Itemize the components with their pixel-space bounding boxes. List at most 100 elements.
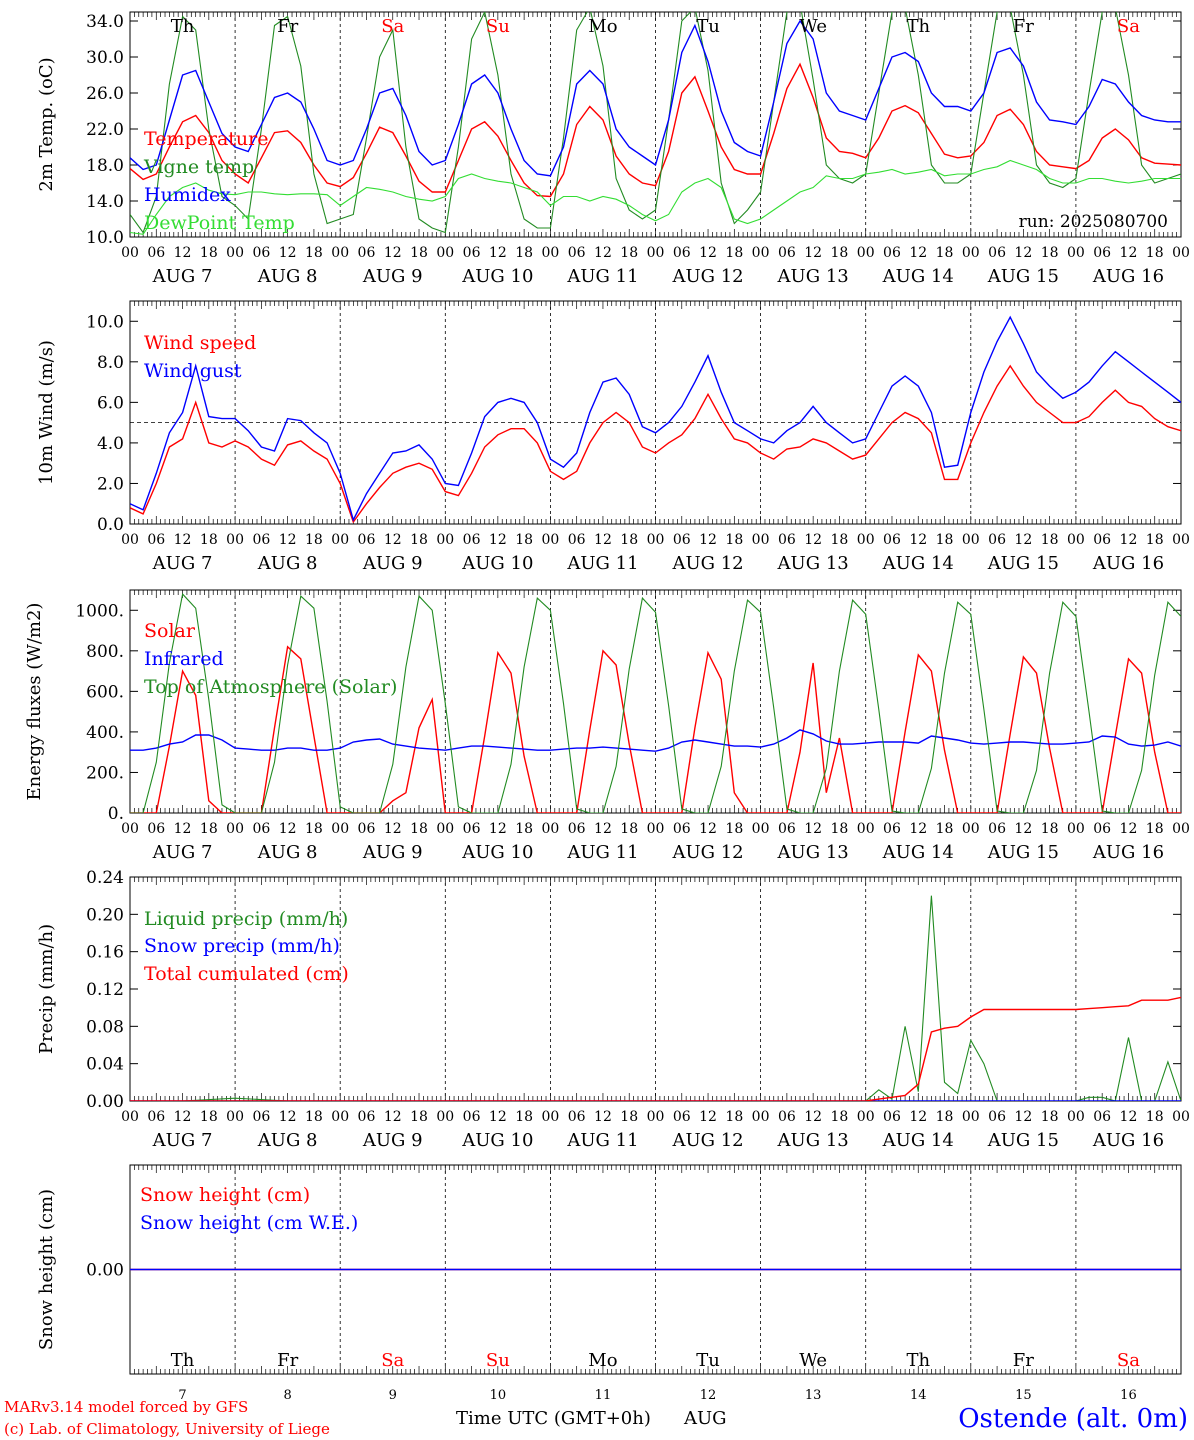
date-label: AUG 12 bbox=[671, 553, 743, 574]
y-tick-label: 600. bbox=[86, 682, 124, 702]
legend-total-cumulated-cm-: Total cumulated (cm) bbox=[144, 963, 349, 985]
date-label: AUG 11 bbox=[566, 266, 638, 287]
hour-tick-label: 00 bbox=[436, 245, 454, 261]
series-line-infrared bbox=[130, 729, 1181, 752]
hour-tick-label: 12 bbox=[384, 821, 402, 837]
hour-tick-label: 18 bbox=[1146, 245, 1164, 261]
date-label: AUG 14 bbox=[882, 266, 954, 287]
weekday-label: Tu bbox=[696, 16, 720, 37]
hour-tick-label: 06 bbox=[358, 532, 376, 548]
y-tick-label: 0.04 bbox=[86, 1055, 124, 1075]
hour-tick-label: 06 bbox=[358, 245, 376, 261]
weekday-label: Sa bbox=[1117, 1350, 1140, 1371]
date-label: AUG 15 bbox=[987, 842, 1059, 863]
hour-tick-label: 00 bbox=[1067, 532, 1085, 548]
lab-credit: (c) Lab. of Climatology, University of L… bbox=[4, 1420, 330, 1438]
hour-tick-label: 00 bbox=[1067, 821, 1085, 837]
hour-tick-label: 18 bbox=[1041, 1109, 1059, 1125]
y-tick-label: 8.0 bbox=[97, 353, 124, 373]
date-label: AUG 7 bbox=[152, 842, 213, 863]
hour-tick-label: 06 bbox=[463, 245, 481, 261]
hour-tick-label: 18 bbox=[831, 532, 849, 548]
hour-tick-label: 18 bbox=[305, 245, 323, 261]
legend-vigne-temp: Vigne temp bbox=[143, 156, 254, 178]
hour-tick-label: 06 bbox=[988, 1109, 1006, 1125]
hour-tick-label: 06 bbox=[252, 821, 270, 837]
series-group bbox=[130, 895, 1181, 1101]
hour-tick-label: 06 bbox=[1093, 1109, 1111, 1125]
hour-tick-label: 00 bbox=[752, 532, 770, 548]
hour-tick-label: 00 bbox=[331, 245, 349, 261]
y-tick-label: 34.0 bbox=[86, 12, 124, 32]
day-number: 7 bbox=[178, 1388, 186, 1403]
panel-2: 0.0 2.0 4.0 6.0 8.0 10.0 10m Wind (m/s) Wind sp… bbox=[36, 300, 1190, 574]
hour-tick-label: 06 bbox=[463, 821, 481, 837]
hour-tick-label: 18 bbox=[936, 245, 954, 261]
hour-tick-label: 06 bbox=[778, 245, 796, 261]
day-number: 9 bbox=[389, 1388, 397, 1403]
hour-tick-label: 00 bbox=[962, 1109, 980, 1125]
series-line-vigne-temp bbox=[130, 12, 1181, 234]
weekday-label: Fr bbox=[277, 1350, 298, 1371]
series-group bbox=[130, 315, 1181, 524]
hour-tick-label: 06 bbox=[988, 821, 1006, 837]
hour-tick-label: 00 bbox=[541, 532, 559, 548]
day-number: 10 bbox=[490, 1388, 507, 1403]
hour-tick-label: 06 bbox=[778, 1109, 796, 1125]
series-line-dewpoint-temp bbox=[130, 159, 1181, 235]
hour-tick-label: 12 bbox=[1120, 532, 1138, 548]
time-axis-label: Time UTC (GMT+0h) bbox=[456, 1408, 651, 1429]
hour-tick-label: 00 bbox=[647, 245, 665, 261]
hour-tick-label: 18 bbox=[305, 532, 323, 548]
hour-tick-label: 12 bbox=[174, 245, 192, 261]
y-tick-label: 0.12 bbox=[86, 980, 124, 1000]
hour-tick-label: 00 bbox=[1067, 245, 1085, 261]
series-group bbox=[130, 12, 1181, 235]
hour-tick-label: 18 bbox=[831, 821, 849, 837]
hour-tick-label: 06 bbox=[358, 1109, 376, 1125]
hour-tick-label: 18 bbox=[200, 1109, 218, 1125]
y-tick-label: 26.0 bbox=[86, 84, 124, 104]
hour-tick-label: 12 bbox=[384, 245, 402, 261]
legend-dewpoint-temp: DewPoint Temp bbox=[144, 212, 295, 234]
hour-tick-label: 00 bbox=[1172, 821, 1190, 837]
hour-tick-label: 06 bbox=[673, 245, 691, 261]
hour-tick-label: 06 bbox=[568, 532, 586, 548]
hour-tick-label: 12 bbox=[699, 821, 717, 837]
hour-tick-label: 12 bbox=[804, 245, 822, 261]
hour-tick-label: 00 bbox=[857, 1109, 875, 1125]
date-label: AUG 10 bbox=[461, 842, 533, 863]
series-line-top-of-atmosphere-solar- bbox=[130, 592, 1181, 813]
day-number: 13 bbox=[805, 1388, 822, 1403]
date-label: AUG 10 bbox=[461, 266, 533, 287]
date-label: AUG 8 bbox=[257, 842, 318, 863]
hour-tick-label: 12 bbox=[594, 532, 612, 548]
date-label: AUG 12 bbox=[671, 266, 743, 287]
hour-tick-label: 06 bbox=[252, 532, 270, 548]
hour-tick-label: 12 bbox=[279, 245, 297, 261]
hour-tick-label: 00 bbox=[541, 1109, 559, 1125]
hour-tick-label: 18 bbox=[305, 821, 323, 837]
y-tick-label: 10.0 bbox=[86, 228, 124, 248]
series-group bbox=[130, 592, 1181, 813]
hour-tick-label: 06 bbox=[1093, 532, 1111, 548]
date-label: AUG 9 bbox=[362, 1130, 423, 1151]
weekday-label: Fr bbox=[1013, 1350, 1034, 1371]
date-label: AUG 15 bbox=[987, 266, 1059, 287]
hour-tick-label: 12 bbox=[384, 1109, 402, 1125]
date-label: AUG 11 bbox=[566, 842, 638, 863]
weekday-label: We bbox=[799, 16, 827, 37]
hour-tick-label: 06 bbox=[883, 821, 901, 837]
date-label: AUG 11 bbox=[566, 1130, 638, 1151]
day-number: 8 bbox=[284, 1388, 292, 1403]
hour-tick-label: 18 bbox=[1041, 245, 1059, 261]
legend-wind-speed: Wind speed bbox=[144, 332, 256, 354]
hour-tick-label: 06 bbox=[252, 245, 270, 261]
hour-tick-label: 18 bbox=[515, 1109, 533, 1125]
date-label: AUG 14 bbox=[882, 842, 954, 863]
hour-tick-label: 18 bbox=[725, 821, 743, 837]
y-tick-label: 400. bbox=[86, 723, 124, 743]
hour-tick-label: 06 bbox=[568, 245, 586, 261]
date-label: AUG 7 bbox=[152, 553, 213, 574]
